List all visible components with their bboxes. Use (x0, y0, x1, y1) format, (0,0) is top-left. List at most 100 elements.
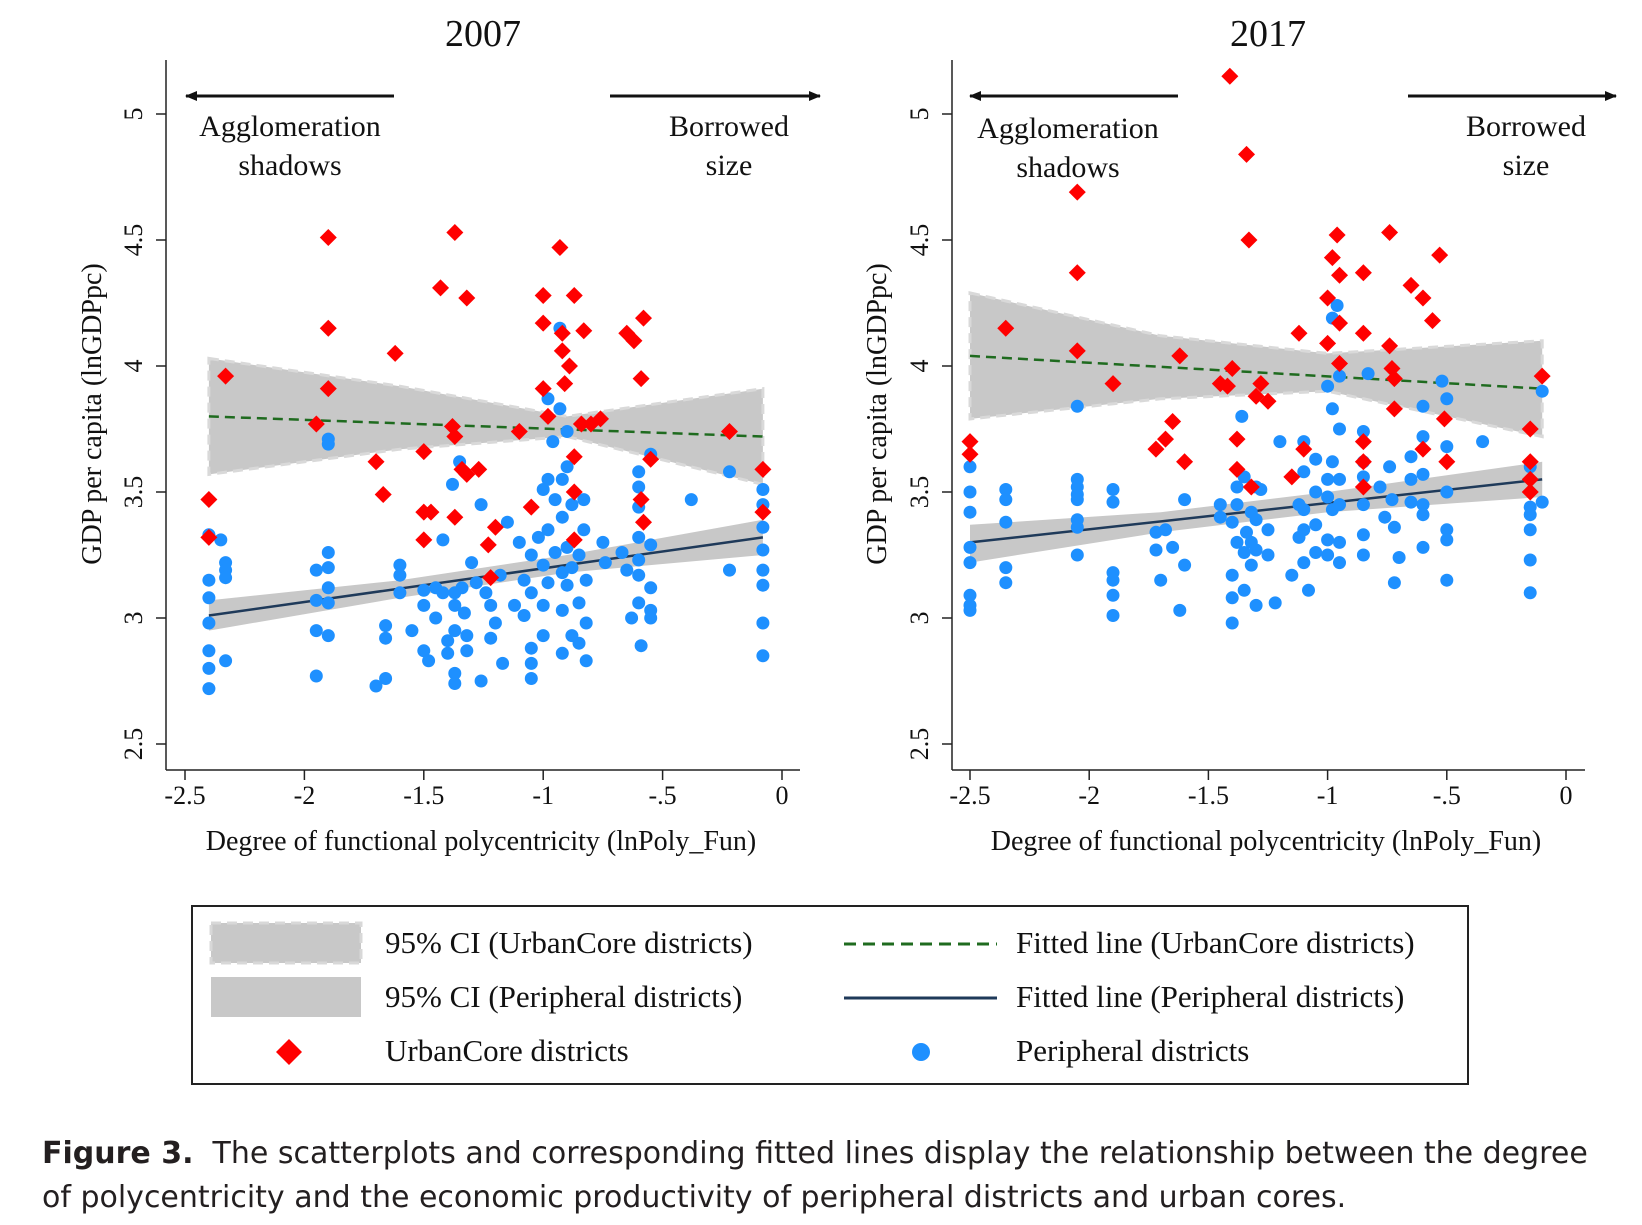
peripheral-point (536, 629, 550, 643)
peripheral-point (632, 568, 646, 582)
urban-core-point (486, 518, 504, 536)
peripheral-point (1297, 465, 1311, 479)
peripheral-point (1237, 583, 1251, 597)
urban-core-point (754, 503, 772, 521)
peripheral-point (1325, 455, 1339, 469)
peripheral-point (1273, 435, 1287, 449)
x-tick-label: 0 (1560, 781, 1573, 810)
peripheral-point (560, 460, 574, 474)
peripheral-point (1356, 470, 1370, 484)
peripheral-point (517, 609, 531, 622)
annotation-right-line1: Borrowed (1466, 110, 1586, 143)
urban-core-point (1435, 410, 1453, 428)
peripheral-point (1321, 548, 1335, 562)
peripheral-point (565, 561, 579, 575)
x-tick-label: -1 (1317, 781, 1339, 810)
peripheral-point (565, 498, 579, 512)
urban-core-point (1521, 483, 1539, 501)
peripheral-point (1309, 452, 1323, 466)
peripheral-point (321, 629, 335, 643)
urban-core-point (1533, 367, 1551, 385)
peripheral-point (1106, 609, 1120, 622)
peripheral-point (572, 596, 586, 610)
urban-core-point (1295, 440, 1313, 458)
peripheral-point (1440, 533, 1454, 547)
annotation-left-line2: shadows (1016, 151, 1119, 184)
peripheral-point (1333, 472, 1346, 486)
peripheral-point (625, 611, 639, 625)
peripheral-point (1230, 480, 1244, 494)
urban-core-point (575, 322, 593, 340)
urban-core-point (522, 498, 540, 516)
peripheral-point (1159, 523, 1172, 537)
peripheral-point (1225, 515, 1239, 529)
x-tick-label: 0 (776, 781, 789, 810)
x-tick-label: -2.5 (164, 781, 205, 810)
peripheral-point (469, 576, 483, 590)
peripheral-point (632, 596, 646, 610)
urban-core-point (1259, 392, 1277, 410)
annotation-left-line2: shadows (238, 149, 341, 182)
legend-label: 95% CI (UrbanCore districts) (385, 925, 753, 960)
peripheral-point (1166, 540, 1180, 554)
urban-core-point (553, 342, 571, 360)
y-tick-label: 4 (905, 360, 934, 373)
peripheral-point (524, 586, 538, 600)
peripheral-point (1476, 435, 1490, 449)
peripheral-point (1297, 523, 1311, 537)
peripheral-point (1297, 556, 1311, 570)
peripheral-point (1261, 548, 1275, 562)
peripheral-point (321, 561, 335, 575)
peripheral-point (963, 588, 977, 602)
peripheral-point (963, 505, 977, 519)
peripheral-point (548, 546, 562, 559)
urban-core-point (217, 367, 235, 385)
urban-core-point (470, 460, 488, 478)
peripheral-point (1297, 503, 1311, 517)
urban-core-point (551, 239, 569, 257)
ci-band-urban (207, 356, 765, 487)
peripheral-point (474, 674, 488, 688)
peripheral-point (1523, 586, 1537, 600)
urban-core-point (1228, 430, 1246, 448)
peripheral-point (448, 624, 462, 638)
peripheral-point (474, 498, 488, 512)
urban-core-point (632, 491, 650, 509)
peripheral-point (1070, 399, 1084, 413)
peripheral-point (541, 576, 555, 590)
urban-core-point (642, 450, 660, 468)
urban-core-point (1218, 377, 1236, 395)
peripheral-point (579, 573, 593, 587)
urban-core-point (1381, 337, 1399, 355)
peripheral-point (1321, 472, 1335, 486)
x-tick-label: -2 (294, 781, 316, 810)
peripheral-point (756, 578, 770, 592)
annotation-right-line2: size (1503, 149, 1550, 182)
peripheral-point (963, 603, 977, 617)
urban-core-point (1068, 342, 1086, 360)
peripheral-point (536, 598, 550, 612)
peripheral-point (572, 548, 586, 562)
peripheral-point (963, 540, 977, 554)
peripheral-point (379, 672, 393, 685)
urban-core-point (553, 324, 571, 342)
urban-core-point (1431, 246, 1449, 264)
peripheral-point (1356, 528, 1370, 542)
peripheral-point (484, 631, 498, 645)
peripheral-point (309, 669, 323, 683)
urban-core-point (1221, 67, 1239, 85)
peripheral-point (309, 593, 323, 607)
peripheral-point (1356, 548, 1370, 562)
peripheral-point (1070, 548, 1084, 562)
peripheral-point (448, 677, 462, 690)
peripheral-point (999, 515, 1013, 529)
urban-core-point (534, 286, 552, 304)
urban-core-point (422, 503, 440, 521)
peripheral-point (1244, 558, 1258, 572)
urban-core-point (1104, 375, 1122, 393)
urban-core-point (1414, 289, 1432, 307)
peripheral-point (1106, 588, 1120, 602)
y-tick-label: 4.5 (905, 224, 934, 257)
peripheral-point (756, 483, 770, 496)
peripheral-point (1535, 495, 1549, 509)
